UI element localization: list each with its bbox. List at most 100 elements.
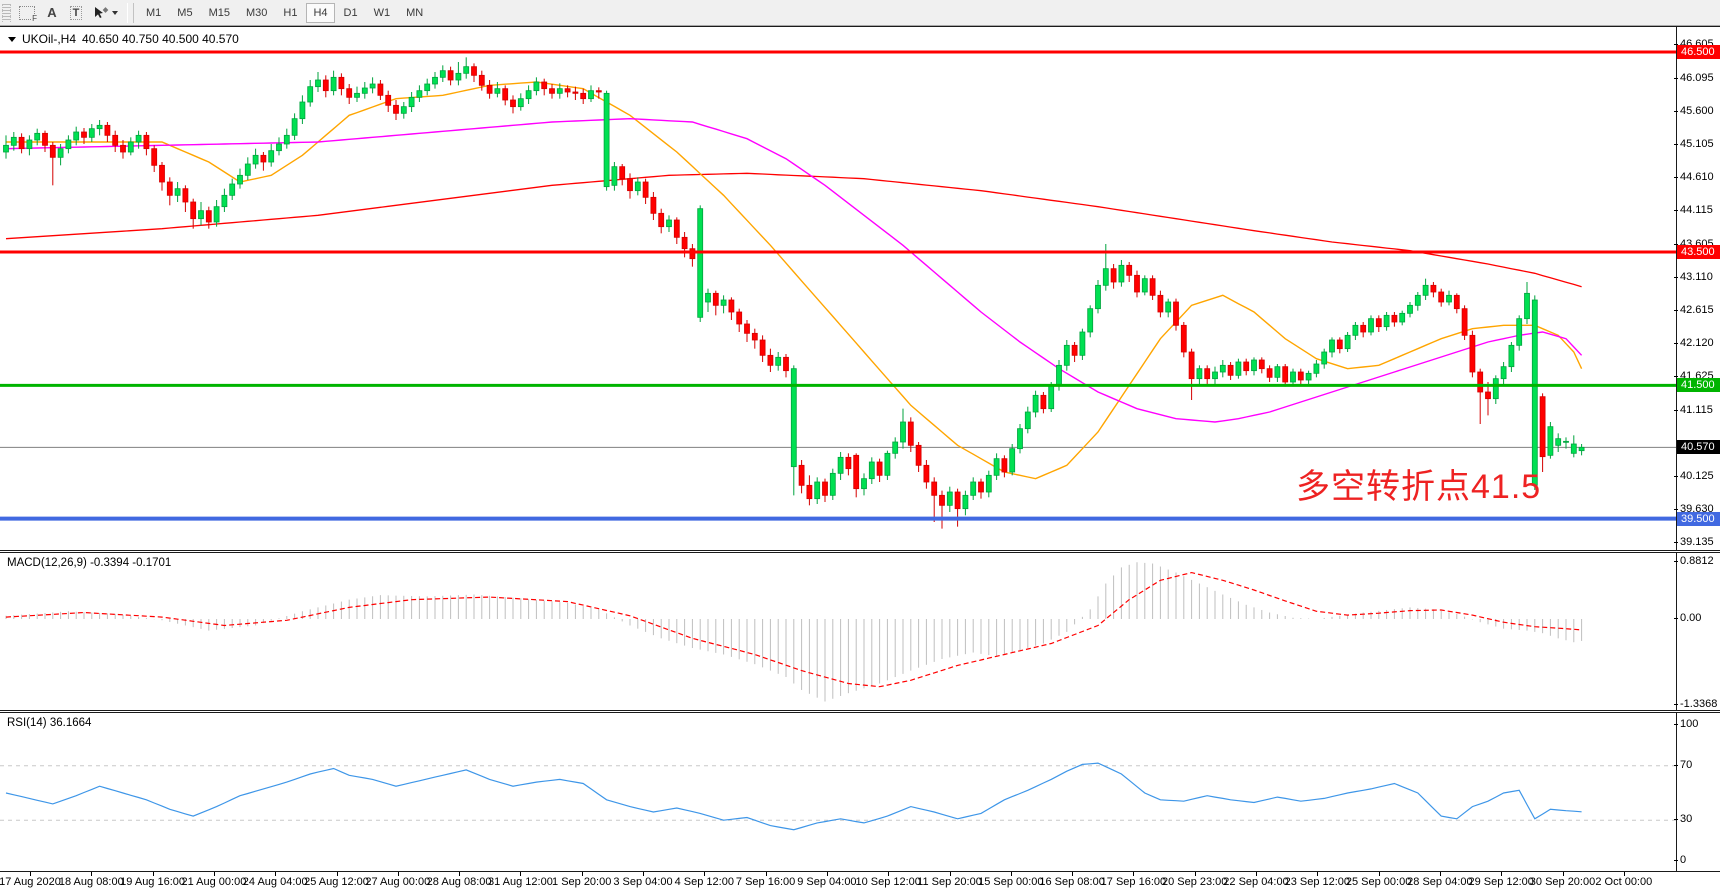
price-tick-label: 45.105	[1674, 138, 1714, 150]
macd-tick-label: 0.00	[1673, 612, 1702, 624]
time-axis-label: 25 Aug 12:00	[304, 876, 369, 888]
macd-tick-label: -1.3368	[1673, 698, 1718, 711]
timeframe-button-W1[interactable]: W1	[367, 3, 398, 23]
time-axis-label: 15 Sep 00:00	[978, 876, 1044, 888]
price-tick-label: 43.110	[1674, 271, 1713, 283]
time-axis-label: 25 Sep 00:00	[1345, 876, 1412, 888]
timeframe-button-M5[interactable]: M5	[170, 3, 199, 23]
macd-plot[interactable]	[0, 553, 1676, 710]
time-tick	[520, 872, 522, 876]
time-tick	[1256, 872, 1257, 876]
price-chart-plot[interactable]	[0, 27, 1676, 550]
time-tick	[152, 872, 154, 876]
time-axis-label: 11 Sep 20:00	[917, 876, 982, 888]
time-axis-label: 3 Sep 04:00	[613, 876, 673, 888]
price-axis: 46.605 46.095 45.600 45.105 44.610 44.115 43.6…	[1674, 27, 1720, 550]
time-tick	[459, 872, 461, 876]
time-tick	[1317, 872, 1319, 876]
shapes-tool-button[interactable]	[88, 2, 123, 24]
time-axis-label: 23 Sep 12:00	[1284, 876, 1351, 888]
time-axis-label: 17 Sep 16:00	[1100, 876, 1167, 888]
price-tick-label: 45.600	[1674, 105, 1714, 117]
price-tick-label: 42.120	[1674, 337, 1714, 349]
current-price-badge: 40.570	[1677, 440, 1720, 455]
symbol-dropdown-caret-icon[interactable]	[8, 36, 16, 42]
macd-axis: 0.8812 0.00 -1.3368	[1673, 553, 1720, 711]
hline-price-badge: 41.500	[1677, 378, 1720, 393]
time-tick	[1501, 872, 1503, 876]
time-axis-label: 4 Sep 12:00	[674, 876, 734, 888]
price-tick-label: 46.095	[1674, 72, 1714, 84]
label-t-icon: T	[69, 5, 83, 20]
crosshair-grid-icon: F	[19, 5, 38, 23]
timeframe-button-H1[interactable]: H1	[276, 3, 304, 23]
shapes-dropdown-caret-icon	[112, 10, 118, 15]
time-axis-label: 20 Sep 23:00	[1161, 876, 1228, 888]
time-tick	[1378, 872, 1380, 876]
toolbar-separator	[127, 2, 134, 23]
timeframe-button-H4[interactable]: H4	[306, 2, 335, 23]
time-axis-label: 19 Aug 16:00	[120, 876, 186, 888]
toolbar: F A T M1 M5 M15 M30 H1 H4 D1 W1 MN	[0, 0, 1720, 26]
time-tick	[1623, 872, 1625, 876]
chart-title: UKOil-,H4 40.650 40.750 40.500 40.570	[8, 32, 239, 46]
time-axis-label: 18 Aug 08:00	[58, 876, 124, 888]
time-axis-label: 9 Sep 04:00	[797, 876, 857, 888]
macd-tick-label: 0.8812	[1674, 555, 1714, 568]
time-axis-label: 28 Sep 04:00	[1407, 876, 1473, 888]
price-tick-label: 44.610	[1674, 171, 1714, 183]
price-tick-label: 42.615	[1674, 304, 1714, 316]
time-tick	[581, 872, 583, 876]
price-tick-label: 44.115	[1674, 204, 1713, 216]
time-tick	[704, 872, 706, 876]
main-chart-panel: UKOil-,H4 40.650 40.750 40.500 40.570 多空…	[0, 26, 1720, 551]
time-axis-label: 2 Oct 00:00	[1595, 876, 1653, 888]
timeframe-button-M1[interactable]: M1	[139, 3, 168, 23]
time-tick	[888, 872, 890, 876]
time-axis-label: 21 Aug 00:00	[181, 876, 247, 888]
time-tick	[1010, 872, 1012, 876]
hline-price-badge: 39.500	[1677, 511, 1720, 526]
time-axis-label: 27 Aug 00:00	[365, 876, 431, 888]
rsi-tick-label: 70	[1673, 758, 1693, 771]
rsi-plot[interactable]	[0, 713, 1676, 871]
macd-panel: MACD(12,26,9) -0.3394 -0.1701 0.8812 0.00…	[0, 552, 1720, 711]
timeframe-button-MN[interactable]: MN	[399, 3, 430, 23]
label-tool-button[interactable]: T	[64, 2, 88, 24]
toolbar-drag-handle[interactable]	[2, 3, 11, 22]
rsi-label: RSI(14) 36.1664	[7, 717, 92, 729]
time-tick	[30, 872, 31, 876]
time-tick	[1072, 872, 1074, 876]
rsi-axis: 100 70 30 0	[1673, 713, 1720, 871]
time-axis-label: 30 Sep 20:00	[1529, 876, 1596, 888]
time-axis[interactable]: 17 Aug 2020 18 Aug 08:00 19 Aug 16:00 21 Au…	[0, 872, 1720, 892]
time-tick	[949, 872, 951, 876]
timeframe-group: M1 M5 M15 M30 H1 H4 D1 W1 MN	[138, 2, 431, 23]
price-tick-label: 39.135	[1674, 536, 1714, 548]
time-axis-label: 29 Sep 12:00	[1468, 876, 1534, 888]
ohlc-readout: 40.650 40.750 40.500 40.570	[82, 32, 239, 46]
time-axis-label: 24 Aug 04:00	[242, 876, 308, 888]
timeframe-button-M15[interactable]: M15	[202, 3, 237, 23]
text-a-icon: A	[47, 5, 57, 20]
timeframe-button-D1[interactable]: D1	[337, 3, 365, 23]
price-tick-label: 40.125	[1674, 470, 1714, 482]
timeframe-button-M30[interactable]: M30	[239, 3, 274, 23]
price-tick-label: 41.115	[1674, 404, 1713, 416]
time-tick	[1133, 872, 1135, 876]
time-tick	[1562, 872, 1564, 876]
text-tool-button[interactable]: A	[40, 2, 64, 24]
time-axis-label: 10 Sep 12:00	[855, 876, 921, 888]
rsi-tick-label: 100	[1673, 718, 1699, 730]
time-axis-label: 22 Sep 04:00	[1223, 876, 1289, 888]
time-axis-label: 17 Aug 2020	[0, 876, 61, 888]
hline-price-badge: 43.500	[1677, 245, 1720, 259]
hline-price-badge: 46.500	[1677, 45, 1720, 59]
rsi-tick-label: 0	[1673, 854, 1687, 866]
time-tick	[397, 872, 399, 876]
time-axis-label: 31 Aug 12:00	[487, 876, 553, 888]
time-tick	[765, 872, 767, 876]
crosshair-grid-button[interactable]: F	[14, 2, 40, 24]
annotation-text: 多空转折点41.5	[1296, 468, 1542, 506]
rsi-panel: RSI(14) 36.1664 100 70 30 0	[0, 712, 1720, 872]
